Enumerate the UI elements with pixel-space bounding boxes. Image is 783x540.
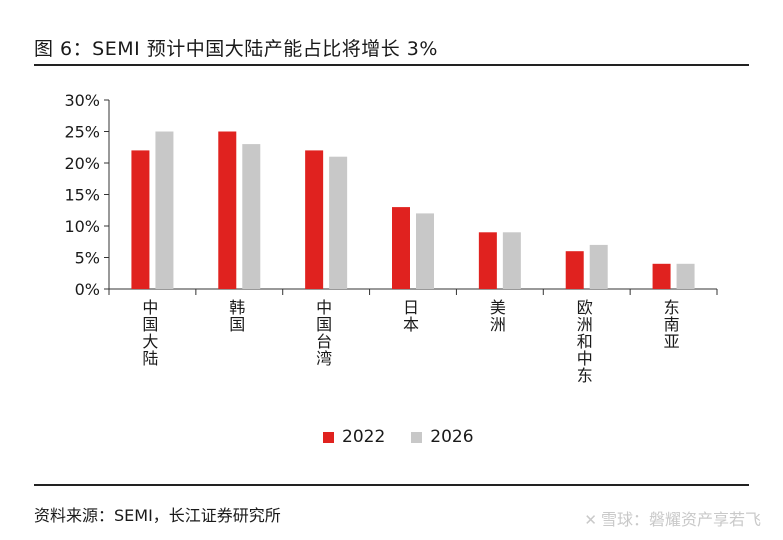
legend: 2022 2026 bbox=[323, 427, 500, 447]
bar-2022 bbox=[652, 263, 671, 289]
legend-label-2026: 2026 bbox=[430, 427, 474, 447]
bar-2026 bbox=[242, 144, 261, 289]
y-tick-label: 30% bbox=[64, 91, 100, 110]
bar-2026 bbox=[502, 232, 521, 289]
y-tick-label: 15% bbox=[64, 186, 100, 205]
bar-2022 bbox=[478, 232, 497, 289]
x-category-label: 美洲 bbox=[490, 298, 506, 334]
bar-2022 bbox=[218, 131, 237, 289]
bar-2022 bbox=[305, 150, 324, 289]
x-category-label: 日本 bbox=[403, 298, 419, 334]
x-category-label: 东南亚 bbox=[664, 298, 680, 351]
bar-2026 bbox=[676, 263, 695, 289]
legend-label-2022: 2022 bbox=[342, 427, 386, 447]
legend-item-2026: 2026 bbox=[411, 427, 474, 447]
bar-2022 bbox=[565, 251, 584, 289]
legend-item-2022: 2022 bbox=[323, 427, 385, 447]
bar-2026 bbox=[155, 131, 174, 289]
bottom-rule bbox=[34, 484, 749, 486]
bar-2026 bbox=[416, 213, 434, 289]
legend-swatch-2026 bbox=[411, 431, 423, 443]
y-tick-label: 25% bbox=[64, 123, 100, 142]
y-tick-label: 5% bbox=[75, 249, 100, 268]
x-category-label: 中国台湾 bbox=[316, 298, 332, 368]
watermark-text: 雪球：磐耀资产享若飞 bbox=[600, 510, 761, 529]
figure-title: 图 6：SEMI 预计中国大陆产能占比将增长 3% bbox=[34, 38, 438, 60]
bar-2026 bbox=[329, 156, 348, 289]
bar-2022 bbox=[392, 207, 410, 289]
y-tick-label: 10% bbox=[64, 217, 100, 236]
bar-chart: 0% 5% 10% 15% 20% 25% 30% 中国大陆 韩国 中国台湾 日本 美洲 欧洲和中东 东南… bbox=[64, 91, 718, 385]
top-rule bbox=[34, 64, 749, 66]
watermark: ✕ 雪球：磐耀资产享若飞 bbox=[584, 506, 761, 530]
legend-swatch-2022 bbox=[323, 431, 334, 443]
y-tick-label: 0% bbox=[75, 280, 100, 299]
x-category-label: 中国大陆 bbox=[142, 298, 158, 368]
y-tick-label: 20% bbox=[64, 154, 100, 173]
x-category-label: 欧洲和中东 bbox=[577, 298, 593, 385]
bar-2022 bbox=[131, 150, 150, 289]
x-category-label: 韩国 bbox=[229, 298, 245, 334]
snowball-logo-icon: ✕ bbox=[584, 511, 597, 529]
source-note: 资料来源：SEMI，长江证券研究所 bbox=[34, 506, 281, 525]
bar-2026 bbox=[589, 244, 608, 289]
